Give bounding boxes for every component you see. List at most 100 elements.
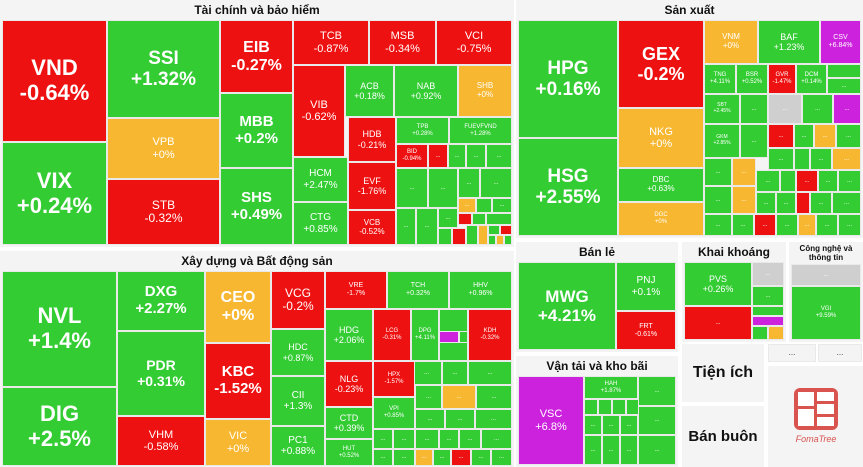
stock-tile-nvl[interactable]: NVL +1.4% xyxy=(2,271,117,387)
stock-tile-pc1[interactable]: PC1 +0.88% xyxy=(271,426,325,466)
stock-tile-vcg[interactable]: VCG -0.2% xyxy=(271,271,325,329)
minor-stock-tile[interactable]: ... xyxy=(827,78,861,94)
stock-tile-dgc[interactable]: DGC +0% xyxy=(618,202,704,236)
minor-stock-tile[interactable]: ... xyxy=(838,170,861,192)
stock-tile-hdc[interactable]: HDC +0.87% xyxy=(271,329,325,376)
minor-stock-tile[interactable]: ... xyxy=(486,144,512,168)
minor-stock-tile[interactable]: ... xyxy=(480,168,512,198)
minor-stock-tile[interactable]: ... xyxy=(756,170,780,192)
stock-tile-shs[interactable]: SHS +0.49% xyxy=(220,168,293,245)
stock-tile-acb[interactable]: ACB +0.18% xyxy=(345,65,394,117)
minor-stock-tile[interactable]: ... xyxy=(838,214,861,236)
minor-stock-tile[interactable]: ... xyxy=(396,168,428,208)
minor-stock-tile[interactable]: ... xyxy=(776,192,796,214)
stock-tile-nab[interactable]: NAB +0.92% xyxy=(394,65,458,117)
minor-stock-tile[interactable]: ... xyxy=(836,124,861,148)
minor-stock-tile[interactable]: ... xyxy=(740,94,768,124)
minor-stock-tile[interactable]: ... xyxy=(584,415,602,435)
stock-tile-ctd[interactable]: CTD +0.39% xyxy=(325,407,373,439)
minor-stock-tile[interactable]: ... xyxy=(638,376,676,406)
minor-stock-tile[interactable] xyxy=(598,399,612,415)
minor-stock-tile[interactable]: ... xyxy=(471,449,491,466)
minor-stock-tile[interactable] xyxy=(458,213,472,225)
stock-tile-pdr[interactable]: PDR +0.31% xyxy=(117,331,205,416)
stock-tile-hpx[interactable]: HPX -1.57% xyxy=(373,361,415,397)
stock-tile-nkg[interactable]: NKG +0% xyxy=(618,108,704,168)
minor-stock-tile[interactable]: ... xyxy=(416,208,438,245)
minor-stock-tile[interactable]: ... xyxy=(704,186,732,214)
minor-stock-tile[interactable]: ... xyxy=(466,144,486,168)
minor-stock-tile[interactable]: ... xyxy=(620,415,638,435)
stock-tile-tcb[interactable]: TCB -0.87% xyxy=(293,20,369,65)
minor-stock-tile[interactable]: ... xyxy=(445,409,475,429)
stock-tile-vib[interactable]: VIB -0.62% xyxy=(293,65,345,157)
minor-stock-tile[interactable] xyxy=(612,399,626,415)
stock-tile-dig[interactable]: DIG +2.5% xyxy=(2,387,117,466)
stock-tile-pnj[interactable]: PNJ +0.1% xyxy=(616,262,676,311)
minor-stock-tile[interactable] xyxy=(459,331,468,343)
stock-tile-ceo[interactable]: CEO +0% xyxy=(205,271,271,343)
minor-stock-tile[interactable]: ... xyxy=(396,208,416,245)
stock-tile-vcb[interactable]: VCB -0.52% xyxy=(348,210,396,245)
stock-tile-hsg[interactable]: HSG +2.55% xyxy=(518,138,618,236)
minor-stock-tile[interactable]: ... xyxy=(754,214,776,236)
stock-tile-shb[interactable]: SHB +0% xyxy=(458,65,512,117)
minor-stock-tile[interactable]: ... xyxy=(638,435,676,465)
minor-stock-tile[interactable]: ... xyxy=(832,192,861,214)
stock-tile-vic[interactable]: VIC +0% xyxy=(205,419,271,466)
minor-stock-tile[interactable]: ... xyxy=(794,124,814,148)
minor-stock-tile[interactable]: ... xyxy=(433,449,451,466)
minor-stock-tile[interactable]: ... xyxy=(791,264,861,286)
minor-stock-tile[interactable] xyxy=(752,316,784,326)
minor-stock-tile[interactable]: ... xyxy=(492,198,512,213)
stock-tile-hdb[interactable]: HDB -0.21% xyxy=(348,117,396,162)
minor-stock-tile[interactable]: ... xyxy=(438,208,458,228)
minor-stock-tile[interactable]: ... xyxy=(704,214,732,236)
minor-stock-tile[interactable]: ... xyxy=(798,214,816,236)
small-sector-tile[interactable]: ... xyxy=(818,344,862,362)
minor-stock-tile[interactable] xyxy=(796,192,810,214)
minor-stock-tile[interactable] xyxy=(452,228,466,245)
stock-tile-tpb[interactable]: TPB +0.28% xyxy=(396,117,449,144)
minor-stock-tile[interactable]: ... xyxy=(832,148,861,170)
minor-stock-tile[interactable]: ... xyxy=(439,429,459,449)
stock-tile-frt[interactable]: FRT -0.61% xyxy=(616,311,676,350)
minor-stock-tile[interactable]: ... xyxy=(415,449,433,466)
stock-tile-lcg[interactable]: LCG -0.31% xyxy=(373,309,411,361)
minor-stock-tile[interactable]: ... xyxy=(810,148,832,170)
stock-tile-vpb[interactable]: VPB +0% xyxy=(107,118,220,179)
stock-tile-vix[interactable]: VIX +0.24% xyxy=(2,142,107,245)
minor-stock-tile[interactable]: ... xyxy=(458,198,476,213)
stock-tile-msb[interactable]: MSB -0.34% xyxy=(369,20,436,65)
minor-stock-tile[interactable] xyxy=(476,198,492,213)
minor-stock-tile[interactable] xyxy=(486,213,512,225)
stock-tile-vre[interactable]: VRE -1.7% xyxy=(325,271,387,309)
minor-stock-tile[interactable] xyxy=(438,228,452,245)
stock-tile-cii[interactable]: CII +1.3% xyxy=(271,376,325,426)
stock-tile-bid[interactable]: BID -0.94% xyxy=(396,144,428,168)
minor-stock-tile[interactable]: ... xyxy=(481,429,512,449)
minor-stock-tile[interactable]: ... xyxy=(756,192,776,214)
stock-tile-ctg[interactable]: CTG +0.85% xyxy=(293,202,348,245)
minor-stock-tile[interactable]: ... xyxy=(459,429,481,449)
minor-stock-tile[interactable]: ... xyxy=(442,361,468,385)
minor-stock-tile[interactable]: ... xyxy=(810,192,832,214)
minor-stock-tile[interactable]: ... xyxy=(814,124,836,148)
minor-stock-tile[interactable]: ... xyxy=(373,449,393,466)
stock-tile-eib[interactable]: EIB -0.27% xyxy=(220,20,293,93)
minor-stock-tile[interactable]: ... xyxy=(448,144,466,168)
minor-stock-tile[interactable] xyxy=(472,213,486,225)
minor-stock-tile[interactable]: ... xyxy=(740,124,768,158)
minor-stock-tile[interactable]: ... xyxy=(638,406,676,435)
stock-tile-pvs[interactable]: PVS +0.26% xyxy=(684,262,752,306)
minor-stock-tile[interactable]: ... xyxy=(833,94,861,124)
minor-stock-tile[interactable]: ... xyxy=(768,148,794,170)
stock-tile-hdg[interactable]: HDG +2.06% xyxy=(325,309,373,361)
minor-stock-tile[interactable]: ... xyxy=(584,435,602,465)
stock-tile-gvr[interactable]: GVR -1.47% xyxy=(768,64,796,94)
minor-stock-tile[interactable]: ... xyxy=(468,361,512,385)
stock-tile-vpi[interactable]: VPI +0.85% xyxy=(373,397,415,429)
minor-stock-tile[interactable]: ... xyxy=(476,385,512,409)
stock-tile-dbc[interactable]: DBC +0.63% xyxy=(618,168,704,202)
stock-tile-nlg[interactable]: NLG -0.23% xyxy=(325,361,373,407)
